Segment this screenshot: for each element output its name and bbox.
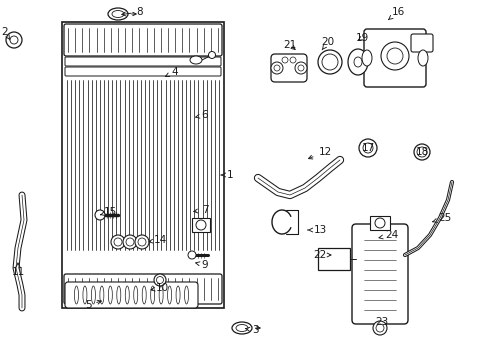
Text: 7: 7 [193,205,208,215]
Text: 17: 17 [361,143,374,153]
Circle shape [111,235,125,249]
Circle shape [273,65,280,71]
Text: 22: 22 [313,250,330,260]
Circle shape [196,220,205,230]
Circle shape [208,51,215,58]
Ellipse shape [112,10,124,18]
Text: 24: 24 [378,230,398,240]
FancyBboxPatch shape [65,67,221,76]
FancyBboxPatch shape [410,34,432,52]
Text: 19: 19 [355,33,368,43]
Ellipse shape [91,286,95,304]
Ellipse shape [108,8,128,20]
Circle shape [6,32,22,48]
Circle shape [416,147,426,157]
Text: 9: 9 [195,260,208,270]
Ellipse shape [347,49,367,75]
Circle shape [317,50,341,74]
Circle shape [372,321,386,335]
Ellipse shape [167,286,171,304]
Circle shape [358,139,376,157]
Text: 10: 10 [151,283,168,293]
Ellipse shape [108,286,112,304]
Circle shape [10,36,18,44]
Text: 21: 21 [283,40,296,50]
Text: 5: 5 [84,300,101,310]
Bar [62,22,224,308]
Bar [317,248,349,270]
Circle shape [123,235,137,249]
Text: 16: 16 [387,7,404,19]
Circle shape [380,42,408,70]
Ellipse shape [83,286,87,304]
Ellipse shape [142,286,146,304]
FancyBboxPatch shape [65,57,221,66]
Ellipse shape [133,286,138,304]
Circle shape [135,235,149,249]
Circle shape [321,54,337,70]
Circle shape [282,57,287,63]
Text: 13: 13 [307,225,326,235]
Circle shape [156,276,163,284]
Ellipse shape [361,50,371,66]
Circle shape [138,238,146,246]
Text: 12: 12 [308,147,331,159]
Ellipse shape [417,50,427,66]
Circle shape [187,251,196,259]
Ellipse shape [190,56,202,64]
Text: 18: 18 [414,147,428,157]
Ellipse shape [231,322,251,334]
FancyBboxPatch shape [351,224,407,324]
Circle shape [95,210,105,220]
Ellipse shape [236,324,247,332]
Text: 23: 23 [375,317,388,327]
FancyBboxPatch shape [270,54,306,82]
Ellipse shape [100,286,103,304]
Text: 1: 1 [221,170,233,180]
Text: 14: 14 [149,235,166,245]
Ellipse shape [159,286,163,304]
Ellipse shape [150,286,154,304]
Circle shape [386,48,402,64]
Ellipse shape [184,286,188,304]
Text: 11: 11 [11,263,24,277]
Circle shape [362,143,372,153]
Ellipse shape [125,286,129,304]
Text: 8: 8 [122,7,143,17]
Circle shape [294,62,306,74]
Bar [369,216,389,230]
FancyBboxPatch shape [64,24,222,56]
Ellipse shape [353,57,361,67]
Text: 6: 6 [195,110,208,120]
Ellipse shape [74,286,78,304]
Circle shape [375,324,383,332]
Ellipse shape [117,286,121,304]
Bar [192,218,209,232]
FancyBboxPatch shape [363,29,425,87]
Circle shape [114,238,122,246]
Text: 15: 15 [101,207,116,217]
Text: 3: 3 [245,325,258,335]
Text: 25: 25 [432,213,451,223]
Circle shape [154,274,165,286]
Text: 2: 2 [1,27,10,40]
Ellipse shape [176,286,180,304]
Circle shape [126,238,134,246]
Circle shape [289,57,295,63]
Text: 20: 20 [321,37,334,50]
FancyBboxPatch shape [64,274,222,304]
Circle shape [297,65,304,71]
Circle shape [374,218,384,228]
Circle shape [413,144,429,160]
Text: 4: 4 [165,67,178,77]
FancyBboxPatch shape [65,282,198,308]
Circle shape [270,62,283,74]
